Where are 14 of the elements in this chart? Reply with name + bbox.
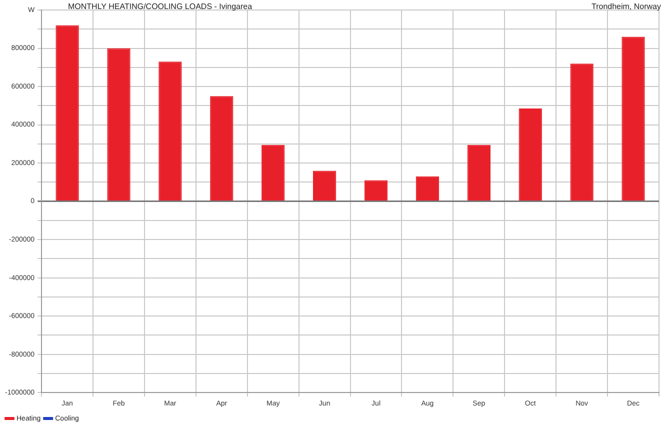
bar [416, 176, 440, 201]
bar [158, 62, 182, 201]
bar [622, 36, 645, 201]
bar [364, 180, 388, 201]
bar [312, 170, 336, 201]
bar [262, 144, 285, 201]
bar [107, 48, 130, 201]
bar [518, 108, 542, 201]
bar [467, 144, 490, 201]
chart-subtitle: Trondheim, Norway [591, 2, 661, 11]
chart-title: MONTHLY HEATING/COOLING LOADS - Ivingarea [68, 2, 252, 11]
bar [56, 25, 79, 201]
bar [570, 64, 594, 201]
bar [210, 96, 234, 201]
